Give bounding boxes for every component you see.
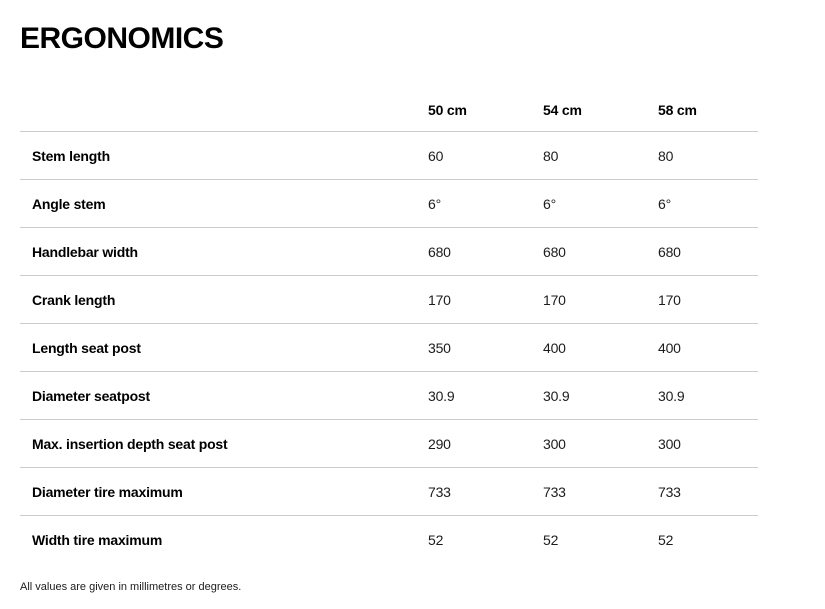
ergonomics-table: 50 cm 54 cm 58 cm Stem length 60 80 80 A…: [20, 89, 758, 563]
table-row-length-seat-post: Length seat post 350 400 400: [20, 324, 758, 372]
table-row-angle-stem: Angle stem 6° 6° 6°: [20, 180, 758, 228]
row-label: Width tire maximum: [32, 531, 163, 548]
table-header-row: 50 cm 54 cm 58 cm: [20, 89, 758, 132]
row-label: Angle stem: [32, 195, 106, 212]
cell-value: 300: [658, 435, 681, 452]
table-row-diameter-tire-maximum: Diameter tire maximum 733 733 733: [20, 468, 758, 516]
table-row-handlebar-width: Handlebar width 680 680 680: [20, 228, 758, 276]
cell-value: 52: [428, 531, 444, 548]
cell-value: 350: [428, 339, 451, 356]
table-row-width-tire-maximum: Width tire maximum 52 52 52: [20, 516, 758, 563]
cell-value: 6°: [658, 195, 671, 212]
row-label: Diameter seatpost: [32, 387, 150, 404]
cell-value: 6°: [543, 195, 556, 212]
cell-value: 30.9: [658, 387, 685, 404]
cell-value: 400: [543, 339, 566, 356]
table-row-max-insertion-depth: Max. insertion depth seat post 290 300 3…: [20, 420, 758, 468]
table-row-stem-length: Stem length 60 80 80: [20, 132, 758, 180]
table-row-diameter-seatpost: Diameter seatpost 30.9 30.9 30.9: [20, 372, 758, 420]
cell-value: 30.9: [428, 387, 455, 404]
cell-value: 6°: [428, 195, 441, 212]
table-row-crank-length: Crank length 170 170 170: [20, 276, 758, 324]
cell-value: 680: [543, 243, 566, 260]
cell-value: 52: [543, 531, 559, 548]
row-label: Stem length: [32, 147, 110, 164]
cell-value: 733: [543, 483, 566, 500]
cell-value: 680: [658, 243, 681, 260]
cell-value: 80: [543, 147, 559, 164]
section-title: ERGONOMICS: [20, 22, 224, 55]
page: ERGONOMICS 50 cm 54 cm 58 cm Stem length…: [20, 22, 758, 593]
footnote: All values are given in millimetres or d…: [20, 581, 242, 593]
cell-value: 680: [428, 243, 451, 260]
cell-value: 400: [658, 339, 681, 356]
row-label: Handlebar width: [32, 243, 138, 260]
cell-value: 733: [428, 483, 451, 500]
cell-value: 170: [658, 291, 681, 308]
column-header-50cm: 50 cm: [428, 102, 467, 118]
cell-value: 170: [543, 291, 566, 308]
cell-value: 52: [658, 531, 674, 548]
row-label: Max. insertion depth seat post: [32, 435, 228, 452]
cell-value: 733: [658, 483, 681, 500]
cell-value: 290: [428, 435, 451, 452]
cell-value: 170: [428, 291, 451, 308]
row-label: Crank length: [32, 291, 116, 308]
row-label: Diameter tire maximum: [32, 483, 183, 500]
cell-value: 300: [543, 435, 566, 452]
cell-value: 60: [428, 147, 444, 164]
column-header-54cm: 54 cm: [543, 102, 582, 118]
cell-value: 30.9: [543, 387, 570, 404]
cell-value: 80: [658, 147, 674, 164]
column-header-58cm: 58 cm: [658, 102, 697, 118]
row-label: Length seat post: [32, 339, 141, 356]
